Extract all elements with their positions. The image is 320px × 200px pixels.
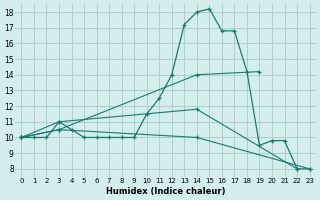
X-axis label: Humidex (Indice chaleur): Humidex (Indice chaleur) (106, 187, 225, 196)
